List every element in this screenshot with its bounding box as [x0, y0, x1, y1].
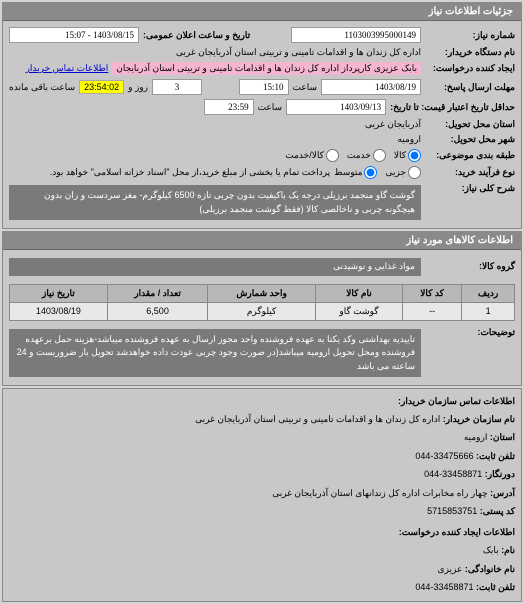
contact-link[interactable]: اطلاعات تماس خریدار	[26, 63, 109, 74]
notes-box: تاییدیه بهداشتی وکد یکتا به عهده فروشنده…	[9, 329, 421, 378]
c-family: عزیزی	[438, 564, 463, 574]
deadline-label: مهلت ارسال پاسخ:	[425, 82, 515, 93]
countdown: 23:54:02	[79, 80, 124, 94]
valid-time	[204, 99, 254, 115]
c-org: اداره کل زندان ها و اقدامات تامینی و ترب…	[195, 414, 440, 424]
col-qty: تعداد / مقدار	[107, 284, 207, 302]
valid-date	[286, 99, 386, 115]
deadline-time	[239, 79, 289, 95]
desc-box: گوشت گاو منجمد برزیلی درجه یک باکیفیت بد…	[9, 185, 421, 220]
deadline-time-label: ساعت	[293, 82, 318, 93]
col-unit: واحد شمارش	[208, 284, 316, 302]
days-count	[152, 79, 202, 95]
c-org-label: نام سازمان خریدار:	[443, 414, 515, 424]
creator-value: بابک عزیزی کارپرداز اداره کل زندان ها و …	[112, 62, 421, 75]
c-post-label: کد پستی:	[480, 506, 515, 516]
group-value: مواد غذایی و نوشیدنی	[9, 258, 421, 276]
deadline-date	[321, 79, 421, 95]
nature-both-radio[interactable]	[326, 149, 339, 162]
creator-label: ایجاد کننده درخواست:	[425, 63, 515, 74]
nature-service-radio[interactable]	[373, 149, 386, 162]
buy-type-radios: جزیی متوسط	[334, 166, 421, 179]
province-label: استان محل تحویل:	[425, 119, 515, 130]
c-province-label: استان:	[490, 432, 515, 442]
need-no-label: شماره نیاز:	[425, 30, 515, 41]
org-value: اداره کل زندان ها و اقدامات تامینی و ترب…	[176, 47, 421, 58]
cell-code: --	[403, 302, 462, 320]
cell-name: گوشت گاو	[315, 302, 402, 320]
c-fax-label: دورنگار:	[485, 469, 515, 479]
cell-unit: کیلوگرم	[208, 302, 316, 320]
buy-low-radio[interactable]	[408, 166, 421, 179]
goods-table: ردیف کد کالا نام کالا واحد شمارش تعداد /…	[9, 284, 515, 321]
nature-label: طبقه بندی موضوعی:	[425, 150, 515, 161]
goods-header: اطلاعات کالاهای مورد نیاز	[3, 232, 521, 250]
nature-radios: کالا خدمت کالا/خدمت	[285, 149, 421, 162]
city-value: ارومیه	[397, 134, 421, 145]
contact-panel: اطلاعات تماس سازمان خریدار: نام سازمان خ…	[2, 388, 522, 602]
cell-date: 1403/08/19	[10, 302, 108, 320]
buy-note: پرداخت تمام یا بخشی از مبلغ خرید،از محل …	[50, 167, 330, 178]
c-phone-label: تلفن ثابت:	[476, 582, 515, 592]
c-tel-label: تلفن ثابت:	[476, 451, 515, 461]
c-tel: 33475666-044	[415, 451, 473, 461]
remaining-label: ساعت باقی مانده	[9, 82, 75, 93]
col-name: نام کالا	[315, 284, 402, 302]
c-name-label: نام:	[501, 545, 515, 555]
contact-header: اطلاعات تماس سازمان خریدار:	[9, 393, 515, 410]
c-post: 5715853751	[427, 506, 477, 516]
valid-time-label: ساعت	[258, 102, 283, 113]
goods-panel: اطلاعات کالاهای مورد نیاز گروه کالا: موا…	[2, 231, 522, 386]
col-date: تاریخ نیاز	[10, 284, 108, 302]
creator-header: اطلاعات ایجاد کننده درخواست:	[9, 524, 515, 541]
desc-label: شرح کلی نیاز:	[425, 183, 515, 194]
days-label: روز و	[128, 82, 148, 93]
need-details-panel: جزئیات اطلاعات نیاز شماره نیاز: تاریخ و …	[2, 2, 522, 229]
announce-input	[9, 27, 139, 43]
city-label: شهر محل تحویل:	[425, 134, 515, 145]
col-code: کد کالا	[403, 284, 462, 302]
province-value: آذربایجان غربی	[365, 119, 421, 130]
buy-med-radio[interactable]	[364, 166, 377, 179]
table-row: 1 -- گوشت گاو کیلوگرم 6,500 1403/08/19	[10, 302, 515, 320]
group-label: گروه کالا:	[425, 261, 515, 272]
c-phone: 33458871-044	[415, 582, 473, 592]
org-label: نام دستگاه خریدار:	[425, 47, 515, 58]
cell-row: 1	[462, 302, 515, 320]
c-addr: چهار راه مخابرات اداره کل زندانهای استان…	[272, 488, 487, 498]
cell-qty: 6,500	[107, 302, 207, 320]
c-addr-label: آدرس:	[490, 488, 515, 498]
notes-label: توضیحات:	[425, 327, 515, 338]
buy-type-label: نوع فرآیند خرید:	[425, 167, 515, 178]
c-name: بابک	[483, 545, 499, 555]
announce-label: تاریخ و ساعت اعلان عمومی:	[143, 30, 250, 41]
c-province: ارومیه	[464, 432, 488, 442]
panel-header: جزئیات اطلاعات نیاز	[3, 3, 521, 21]
valid-label: حداقل تاریخ اعتبار قیمت: تا تاریخ:	[390, 102, 515, 113]
table-header-row: ردیف کد کالا نام کالا واحد شمارش تعداد /…	[10, 284, 515, 302]
need-no-input	[291, 27, 421, 43]
c-family-label: نام خانوادگی:	[465, 564, 515, 574]
col-row: ردیف	[462, 284, 515, 302]
nature-goods-radio[interactable]	[408, 149, 421, 162]
c-fax: 33458871-044	[424, 469, 482, 479]
